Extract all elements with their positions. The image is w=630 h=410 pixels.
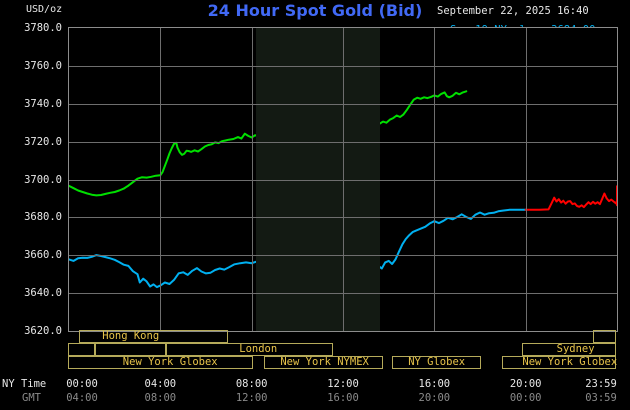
- x-axis-ny-tick-label: 00:00: [66, 378, 98, 390]
- y-axis-units-label: USD/oz: [26, 4, 63, 15]
- y-axis-tick-label: 3620.0: [24, 325, 62, 337]
- session-bar: [166, 343, 333, 356]
- session-bar-label: New York Globex: [122, 356, 218, 368]
- x-axis-ny-tick-label: 20:00: [509, 378, 542, 390]
- y-axis-tick-label: 3680.0: [24, 211, 62, 224]
- session-bar-label: NY Globex: [408, 356, 466, 368]
- x-axis-gmt-tick-label: 20:00: [418, 392, 451, 404]
- x-axis-ny-tick-label: 12:00: [327, 378, 359, 390]
- trading-session-bars: Hong Kong London Sydney New York Globex New …: [68, 330, 618, 371]
- gridline-vertical: [160, 28, 161, 331]
- x-axis-ny-tick-label: 08:00: [235, 378, 268, 390]
- session-bar: [392, 356, 482, 369]
- gridline-vertical: [434, 28, 435, 331]
- y-axis-tick-label: 3700.0: [24, 173, 62, 186]
- session-bar: [68, 343, 96, 356]
- session-bar-label: Sydney: [556, 343, 595, 355]
- session-bar: [593, 330, 616, 343]
- y-axis-tick-label: 3780.0: [24, 22, 62, 34]
- x-axis-gmt-tick-label: 00:00: [509, 392, 542, 404]
- x-axis-ny-tick-label: 23:59: [585, 378, 617, 390]
- session-bar: [95, 343, 167, 356]
- x-axis-gmt-tick-label: 16:00: [327, 392, 359, 404]
- gridline-vertical: [526, 28, 527, 331]
- y-axis-tick-label: 3640.0: [24, 287, 62, 300]
- session-bar-label: Hong Kong: [102, 330, 160, 342]
- session-bar-label: New York NYMEX: [280, 356, 369, 368]
- session-bar: [264, 356, 384, 369]
- session-bar: [68, 356, 253, 369]
- x-axis-gmt-tick-label: 04:00: [66, 392, 98, 404]
- session-bar: [501, 356, 616, 369]
- y-axis-tick-label: 3720.0: [24, 135, 62, 148]
- ny-time-axis-label: NY Time: [2, 378, 47, 390]
- x-axis-gmt-tick-label: 03:59: [585, 392, 617, 404]
- session-bar: [79, 330, 228, 343]
- plot-area: [68, 27, 618, 332]
- x-axis-ny-tick-label: 16:00: [418, 378, 451, 390]
- session-bar: [522, 343, 616, 356]
- session-bar-label: New York Globex: [522, 356, 618, 368]
- y-axis-tick-label: 3760.0: [24, 59, 62, 72]
- gridline-vertical: [343, 28, 344, 331]
- timestamp-label: September 22, 2025 16:40: [437, 5, 589, 17]
- chart-title: 24 Hour Spot Gold (Bid): [207, 1, 423, 20]
- x-axis-gmt-tick-label: 08:00: [144, 392, 177, 404]
- price-line-series: [524, 185, 617, 211]
- x-axis-gmt-tick-label: 12:00: [235, 392, 268, 404]
- y-axis-tick-label: 3740.0: [24, 97, 62, 110]
- gmt-axis-label: GMT: [22, 392, 41, 404]
- session-bar-label: London: [239, 343, 278, 355]
- y-axis-tick-label: 3660.0: [24, 249, 62, 262]
- shaded-session-band: [256, 28, 380, 331]
- x-axis-ny-tick-label: 04:00: [144, 378, 177, 390]
- gridline-vertical: [252, 28, 253, 331]
